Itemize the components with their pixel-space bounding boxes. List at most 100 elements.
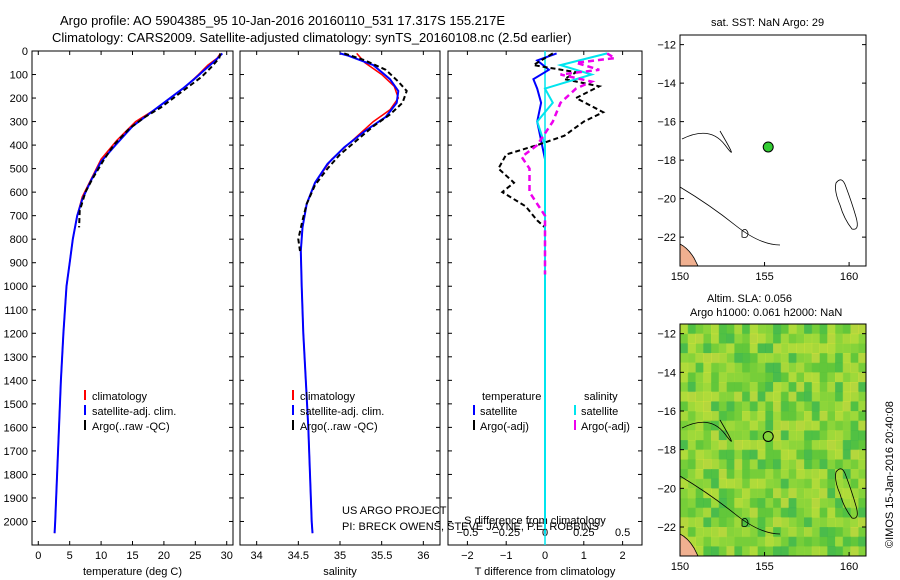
heatmap-cell bbox=[858, 353, 867, 364]
heatmap-cell bbox=[703, 546, 712, 557]
heatmap-cell bbox=[687, 372, 696, 383]
heatmap-cell bbox=[827, 469, 836, 480]
heatmap-cell bbox=[835, 372, 844, 383]
heatmap-cell bbox=[749, 440, 758, 451]
heatmap-cell bbox=[858, 469, 867, 480]
heatmap-cell bbox=[796, 382, 805, 393]
heatmap-cell bbox=[819, 362, 828, 373]
heatmap-cell bbox=[695, 488, 704, 499]
heatmap-cell bbox=[827, 333, 836, 344]
contour-line bbox=[835, 468, 858, 519]
heatmap-cell bbox=[726, 401, 735, 412]
heatmap-cell bbox=[765, 401, 774, 412]
y-tick-label: −16 bbox=[657, 406, 676, 418]
heatmap-cell bbox=[804, 382, 813, 393]
heatmap-cell bbox=[718, 401, 727, 412]
series-line bbox=[536, 52, 608, 534]
heatmap-cell bbox=[827, 536, 836, 547]
heatmap-cell bbox=[734, 478, 743, 489]
heatmap-cell bbox=[788, 353, 797, 364]
heatmap-cell bbox=[757, 343, 766, 354]
x-tick-label: 25 bbox=[189, 550, 201, 562]
heatmap-cell bbox=[835, 498, 844, 509]
heatmap-cell bbox=[680, 420, 689, 431]
heatmap-cell bbox=[711, 372, 720, 383]
heatmap-cell bbox=[804, 469, 813, 480]
heatmap-cell bbox=[734, 343, 743, 354]
heatmap-cell bbox=[819, 440, 828, 451]
heatmap-cell bbox=[850, 420, 859, 431]
heatmap-cell bbox=[734, 488, 743, 499]
heatmap-cell bbox=[827, 507, 836, 518]
heatmap-cell bbox=[773, 488, 782, 499]
heatmap-cell bbox=[827, 420, 836, 431]
heatmap-cell bbox=[819, 411, 828, 422]
heatmap-cell bbox=[765, 440, 774, 451]
heatmap-cell bbox=[680, 362, 689, 373]
heatmap-cell bbox=[726, 324, 735, 335]
s-tick-label: −0.5 bbox=[457, 527, 479, 539]
heatmap-cell bbox=[680, 449, 689, 460]
heatmap-cell bbox=[749, 372, 758, 383]
heatmap-cell bbox=[780, 507, 789, 518]
heatmap-cell bbox=[773, 343, 782, 354]
heatmap-cell bbox=[726, 440, 735, 451]
heatmap-cell bbox=[711, 430, 720, 441]
heatmap-cell bbox=[858, 430, 867, 441]
s-tick-label: −0.25 bbox=[492, 527, 520, 539]
x-tick-label: 155 bbox=[755, 271, 773, 283]
heatmap-cell bbox=[780, 498, 789, 509]
x-axis-label: T difference from climatology bbox=[475, 566, 616, 578]
heatmap-cell bbox=[773, 372, 782, 383]
heatmap-cell bbox=[749, 527, 758, 538]
heatmap-cell bbox=[757, 353, 766, 364]
heatmap-cell bbox=[742, 469, 751, 480]
heatmap-cell bbox=[703, 324, 712, 335]
heatmap-cell bbox=[687, 333, 696, 344]
heatmap-cell bbox=[749, 478, 758, 489]
heatmap-cell bbox=[734, 411, 743, 422]
heatmap-cell bbox=[687, 324, 696, 335]
heatmap-cell bbox=[680, 401, 689, 412]
heatmap-cell bbox=[742, 498, 751, 509]
heatmap-cell bbox=[819, 546, 828, 557]
heatmap-cell bbox=[726, 498, 735, 509]
heatmap-cell bbox=[718, 372, 727, 383]
legend-label: salinity bbox=[584, 391, 618, 403]
heatmap-cell bbox=[749, 382, 758, 393]
heatmap-cell bbox=[757, 507, 766, 518]
heatmap-cell bbox=[819, 324, 828, 335]
heatmap-cell bbox=[788, 382, 797, 393]
heatmap-cell bbox=[726, 536, 735, 547]
heatmap-cell bbox=[695, 391, 704, 402]
heatmap-cell bbox=[695, 353, 704, 364]
heatmap-cell bbox=[734, 536, 743, 547]
heatmap-cell bbox=[695, 382, 704, 393]
heatmap-cell bbox=[827, 372, 836, 383]
heatmap-cell bbox=[819, 449, 828, 460]
heatmap-cell bbox=[858, 517, 867, 528]
heatmap-cell bbox=[804, 372, 813, 383]
series-line bbox=[53, 52, 222, 534]
heatmap-cell bbox=[734, 498, 743, 509]
series-line bbox=[520, 52, 619, 275]
heatmap-cell bbox=[757, 401, 766, 412]
heatmap-cell bbox=[757, 372, 766, 383]
heatmap-cell bbox=[835, 391, 844, 402]
heatmap-cell bbox=[811, 449, 820, 460]
heatmap-cell bbox=[765, 333, 774, 344]
heatmap-cell bbox=[788, 469, 797, 480]
heatmap-cell bbox=[711, 449, 720, 460]
title-line1: Argo profile: AO 5904385_95 10-Jan-2016 … bbox=[60, 13, 505, 28]
heatmap-cell bbox=[742, 382, 751, 393]
heatmap-cell bbox=[850, 469, 859, 480]
heatmap-cell bbox=[711, 478, 720, 489]
heatmap-cell bbox=[796, 343, 805, 354]
heatmap-cell bbox=[804, 440, 813, 451]
heatmap-cell bbox=[765, 420, 774, 431]
heatmap-cell bbox=[718, 362, 727, 373]
heatmap-cell bbox=[703, 343, 712, 354]
y-tick-label: 1300 bbox=[4, 352, 28, 364]
heatmap-cell bbox=[835, 324, 844, 335]
series-line bbox=[299, 52, 400, 534]
